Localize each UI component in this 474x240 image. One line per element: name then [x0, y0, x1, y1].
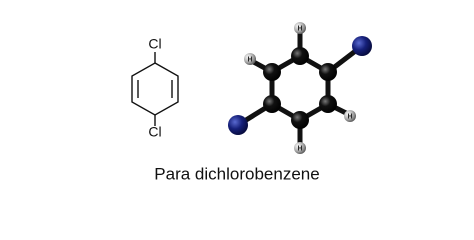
- caption: Para dichlorobenzene: [154, 164, 319, 183]
- atom-label: Cl: [148, 124, 161, 140]
- hydrogen-label: H: [247, 56, 252, 63]
- hydrogen-label: H: [297, 25, 302, 32]
- ball-and-stick-model: [228, 22, 372, 154]
- diagram: Cl Cl: [131, 22, 372, 183]
- hydrogen-label: H: [347, 113, 352, 120]
- atom-label: Cl: [148, 36, 161, 52]
- hydrogen-label: H: [297, 145, 302, 152]
- structural-formula: [131, 52, 179, 126]
